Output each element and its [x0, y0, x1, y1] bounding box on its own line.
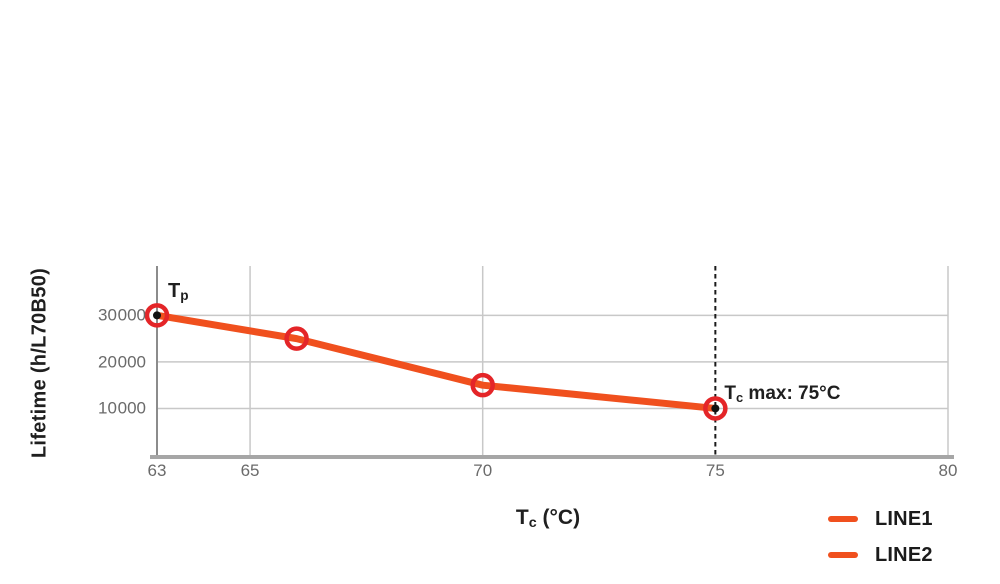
- x-tick-label: 70: [473, 461, 493, 480]
- legend-label: LINE2: [875, 544, 933, 566]
- x-axis-title-rest: (°C): [536, 506, 581, 529]
- annotation-tc-max-main: T: [724, 383, 736, 405]
- x-tick-label: 75: [705, 461, 725, 480]
- legend-dash-icon: [828, 516, 858, 522]
- x-axis-title-sub: c: [528, 515, 537, 532]
- y-tick-label: 20 000: [98, 352, 146, 372]
- legend-dash-icon: [828, 552, 858, 558]
- legend-item-line2: LINE2: [828, 542, 933, 568]
- data-point-ring: [284, 326, 309, 351]
- data-point-ring: [470, 372, 495, 398]
- data-point-dot: [711, 404, 720, 413]
- y-tick-label: 10 000: [98, 398, 146, 418]
- x-tick-label: 63: [147, 461, 167, 480]
- x-tick-label: 65: [240, 461, 260, 480]
- annotation-tp-sub: p: [180, 288, 189, 304]
- annotation-tp-main: T: [168, 280, 181, 303]
- x-tick-label: 80: [938, 461, 958, 480]
- chart-legend: LINE1 LINE2: [828, 506, 933, 568]
- legend-label: LINE1: [875, 508, 933, 530]
- legend-item-line1: LINE1: [828, 506, 933, 532]
- annotation-tc-max: Tc max: 75°C: [724, 384, 840, 405]
- annotation-tc-max-sub: c: [735, 390, 744, 406]
- x-axis-title: Tc (°C): [516, 506, 580, 531]
- data-point-ring: [144, 303, 170, 328]
- annotation-tc-max-rest: max: 75°C: [743, 383, 841, 405]
- y-axis-title: Lifetime (h/L70B50): [28, 267, 51, 459]
- annotation-tp: Tp: [168, 281, 189, 303]
- x-axis-title-main: T: [515, 506, 529, 529]
- y-tick-label: 30 000: [98, 305, 146, 325]
- data-point-ring: [703, 396, 728, 421]
- data-point-dot: [153, 311, 161, 320]
- series-line1-path: [153, 311, 719, 412]
